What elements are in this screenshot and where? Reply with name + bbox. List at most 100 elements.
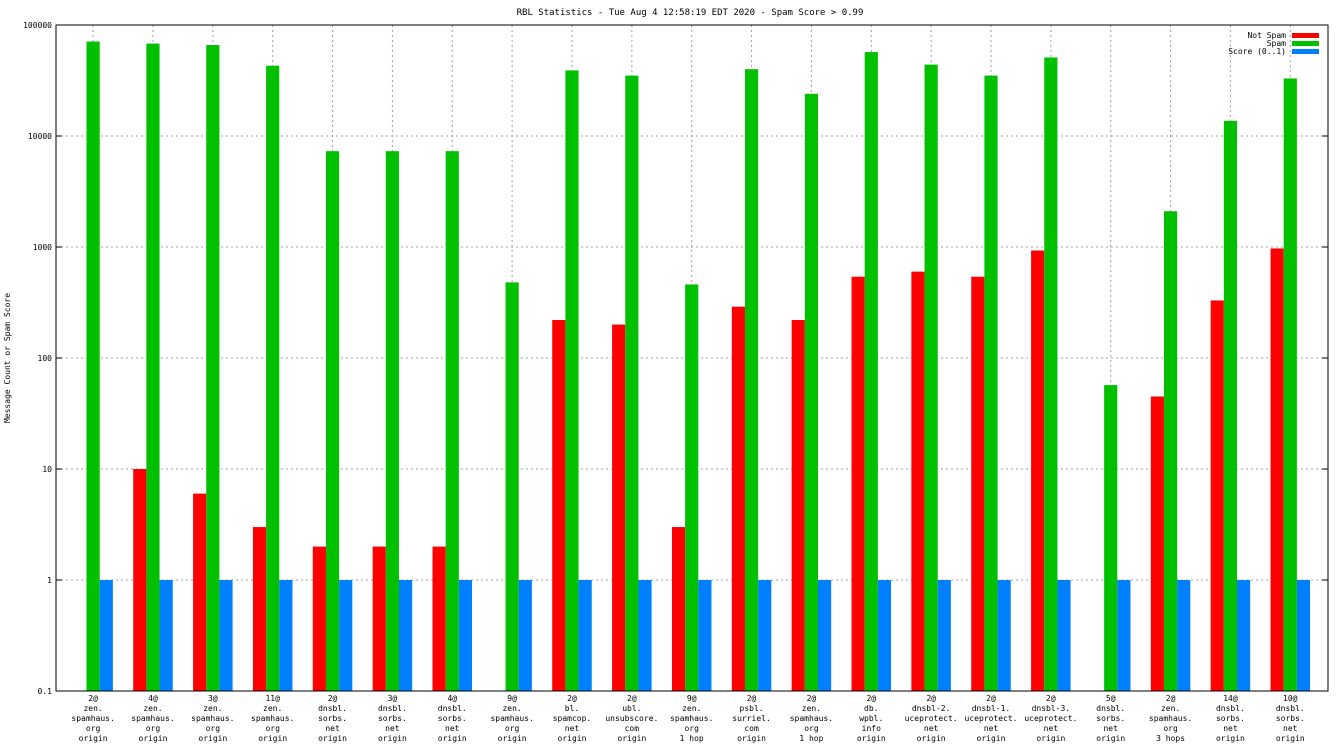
x-tick-label: 11@ zen. spamhaus. org origin [251, 694, 294, 743]
bar-score [1296, 580, 1311, 691]
bar-spam [924, 64, 938, 691]
y-tick-label: 1000 [33, 243, 52, 252]
bar-spam [864, 52, 878, 691]
bar-score [339, 580, 353, 691]
bar-not-spam [193, 493, 207, 691]
bar-score [279, 580, 293, 691]
x-tick-label: 2@ ubl. unsubscore. com origin [605, 694, 658, 743]
bar-spam [1163, 211, 1178, 692]
bar-not-spam [731, 306, 745, 691]
bar-not-spam [552, 319, 566, 691]
bar-spam [565, 70, 579, 691]
y-tick-label: 10 [42, 465, 52, 474]
legend-label: Score (0..1) [1228, 47, 1286, 56]
bar-not-spam [372, 546, 386, 691]
y-tick-label: 100000 [23, 21, 52, 30]
bar-not-spam [133, 469, 147, 691]
legend-swatch [1292, 33, 1319, 38]
bar-score [99, 580, 113, 691]
bar-score [1177, 580, 1191, 691]
bar-spam [1283, 78, 1297, 692]
y-tick-label: 0.1 [38, 687, 53, 696]
bar-spam [445, 151, 459, 692]
legend-swatch [1292, 41, 1319, 46]
chart-title: RBL Statistics - Tue Aug 4 12:58:19 EDT … [517, 8, 864, 18]
bar-spam [385, 151, 399, 692]
bar-not-spam [1031, 250, 1045, 691]
legend-label: Spam [1267, 39, 1286, 48]
bar-score [458, 580, 473, 691]
y-axis-label: Message Count or Spam Score [3, 293, 12, 423]
bar-spam [86, 41, 100, 692]
bar-not-spam [671, 527, 686, 691]
x-tick-label: 4@ zen. spamhaus. org origin [131, 694, 174, 743]
y-tick-label: 1 [47, 576, 52, 585]
x-tick-label: 2@ bl. spamcop. net origin [553, 694, 592, 743]
bar-not-spam [971, 276, 985, 691]
x-tick-label: 2@ dnsbl-1. uceprotect. net origin [965, 694, 1018, 743]
x-tick-label: 5@ dnsbl. sorbs. net origin [1096, 694, 1125, 743]
x-tick-label: 2@ zen. spamhaus. org 1 hop [790, 694, 833, 743]
x-tick-label: 2@ psbl. surriel. com origin [732, 694, 771, 743]
x-tick-label: 9@ zen. spamhaus. org 1 hop [670, 694, 713, 743]
x-tick-label: 2@ dnsbl-2. uceprotect. net origin [905, 694, 958, 743]
x-tick-label: 9@ zen. spamhaus. org origin [490, 694, 533, 743]
bar-spam [804, 93, 819, 691]
bar-series [86, 41, 1311, 692]
x-tick-label: 3@ zen. spamhaus. org origin [191, 694, 234, 743]
bar-score [698, 580, 712, 691]
bar-score [758, 580, 772, 691]
bar-spam [1223, 120, 1238, 691]
y-tick-label: 100 [38, 354, 53, 363]
plot-frame [55, 24, 1329, 692]
bar-spam [1104, 385, 1118, 691]
bar-score [159, 580, 173, 691]
bar-spam [1044, 57, 1058, 691]
bar-spam [984, 75, 998, 691]
bar-spam [206, 45, 220, 691]
x-tick-label: 3@ dnsbl. sorbs. net origin [378, 694, 407, 743]
bar-not-spam [432, 546, 446, 691]
x-tick-labels: 2@ zen. spamhaus. org origin 4@ zen. spamhaus. o… [71, 694, 1304, 743]
bar-not-spam [1270, 248, 1284, 692]
bar-score [1057, 580, 1071, 691]
bar-not-spam [1150, 396, 1164, 691]
bar-not-spam [1210, 300, 1224, 691]
x-tick-label: 14@ dnsbl. sorbs. net origin [1216, 694, 1245, 743]
x-tick-label: 2@ zen. spamhaus. org origin [71, 694, 114, 743]
x-tick-label: 2@ zen. spamhaus. org 3 hops [1149, 694, 1192, 743]
bar-score [1237, 580, 1251, 691]
bar-spam [625, 75, 639, 691]
y-tick-label: 10000 [28, 132, 52, 141]
bar-not-spam [312, 546, 326, 691]
bar-spam [744, 69, 759, 692]
x-tick-label: 2@ dnsbl. sorbs. net origin [318, 694, 347, 743]
bar-score [1117, 580, 1131, 691]
bar-score [219, 580, 233, 691]
bar-score [578, 580, 592, 691]
x-tick-label: 10@ dnsbl. sorbs. net origin [1276, 694, 1305, 743]
bar-score [398, 580, 413, 691]
bar-score [997, 580, 1011, 691]
legend-label: Not Spam [1247, 31, 1286, 40]
bar-score [518, 580, 532, 691]
x-tick-label: 2@ dnsbl-3. uceprotect. net origin [1024, 694, 1077, 743]
bar-spam [685, 284, 699, 691]
bar-score [937, 580, 951, 691]
bar-spam [146, 43, 160, 692]
bar-not-spam [791, 319, 805, 691]
bar-not-spam [911, 271, 925, 691]
bar-score [818, 580, 832, 691]
x-tick-label: 4@ dnsbl. sorbs. net origin [438, 694, 467, 743]
bar-not-spam [612, 324, 626, 691]
bar-spam [505, 282, 519, 691]
bar-spam [266, 65, 280, 692]
bar-not-spam [851, 276, 865, 691]
bar-not-spam [252, 527, 267, 691]
bar-score [877, 580, 892, 691]
legend-swatch [1292, 49, 1319, 54]
bar-spam [325, 151, 340, 692]
bar-score [638, 580, 652, 691]
